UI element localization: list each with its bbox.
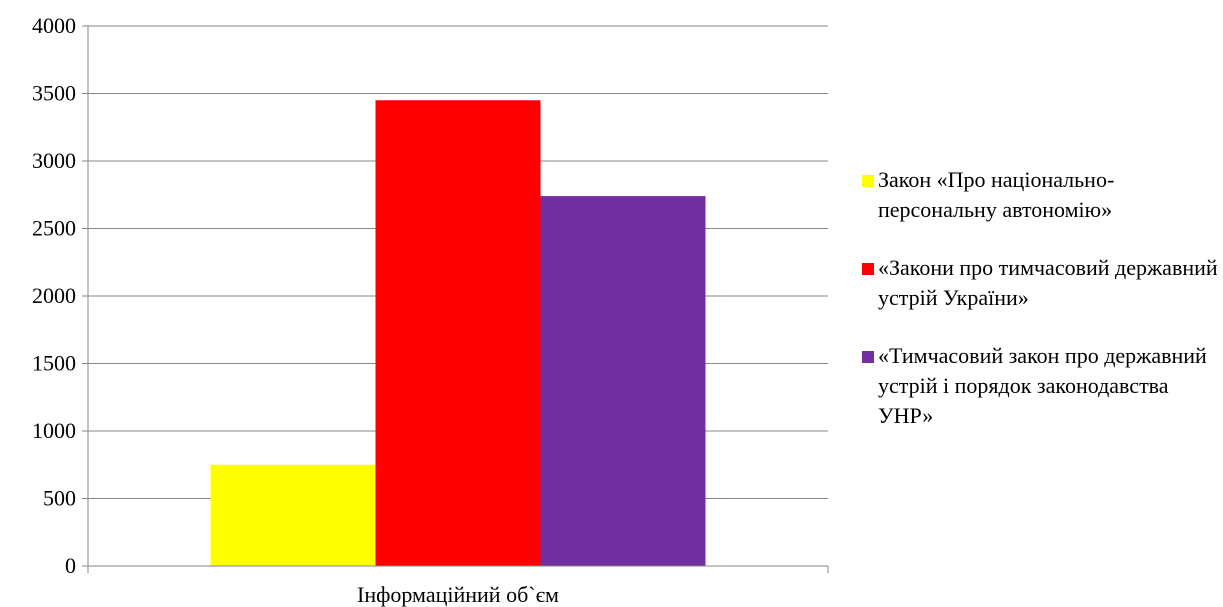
legend-label-3: «Тимчасовий закон про державний устрій і… — [878, 343, 1207, 428]
bar-series-3 — [540, 196, 706, 566]
y-tick-label: 2000 — [32, 283, 76, 308]
legend-label-1: Закон «Про національно-персональну автон… — [878, 167, 1115, 222]
y-tick-label: 2500 — [32, 216, 76, 241]
y-tick-label: 4000 — [32, 13, 76, 38]
bar-series-2 — [375, 100, 541, 566]
legend-swatch-1 — [862, 175, 874, 187]
y-tick-label: 3500 — [32, 81, 76, 106]
bar-series-1 — [210, 464, 376, 566]
legend-item-3: «Тимчасовий закон про державний устрій і… — [862, 341, 1222, 431]
x-category-label: Інформаційний об`єм — [357, 582, 559, 607]
legend-swatch-2 — [862, 263, 874, 275]
legend-label-2: «Закони про тимчасовий державний устрій … — [878, 255, 1218, 310]
legend-swatch-3 — [862, 351, 874, 363]
legend-item-2: «Закони про тимчасовий державний устрій … — [862, 253, 1222, 313]
y-tick-label: 1500 — [32, 351, 76, 376]
bars — [210, 100, 706, 566]
legend-item-1: Закон «Про національно-персональну автон… — [862, 165, 1222, 225]
x-axis-categories: Інформаційний об`єм — [87, 566, 829, 607]
y-tick-label: 500 — [43, 486, 76, 511]
y-tick-label: 3000 — [32, 148, 76, 173]
y-tick-label: 0 — [65, 553, 76, 578]
legend: Закон «Про національно-персональну автон… — [862, 165, 1222, 459]
y-axis-ticks: 0 500 1000 1500 2000 2500 3000 3500 4000 — [32, 13, 88, 578]
y-tick-label: 1000 — [32, 418, 76, 443]
